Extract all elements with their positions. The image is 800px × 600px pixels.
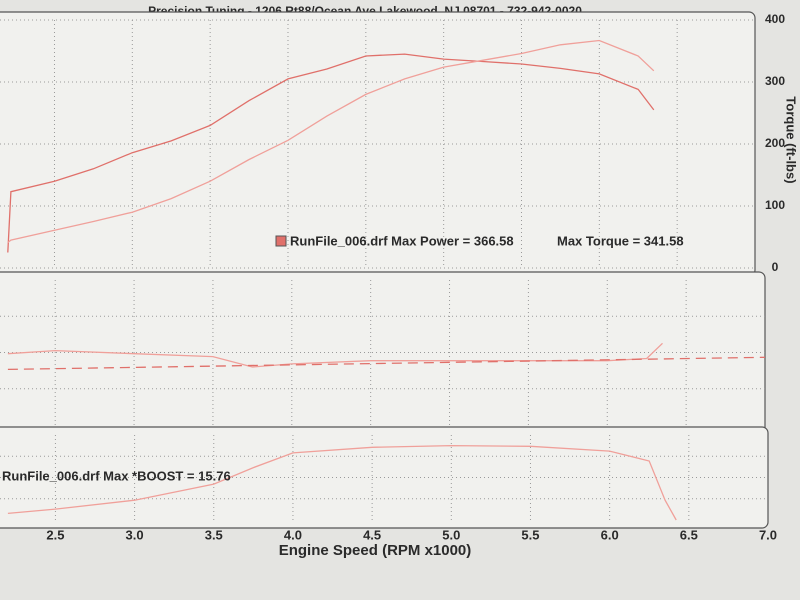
legend-text: RunFile_006.drf Max *BOOST = 15.76 — [2, 468, 231, 483]
x-axis-title: Engine Speed (RPM x1000) — [279, 542, 472, 559]
y-tick-label: 200 — [765, 136, 785, 150]
y-tick-label: 300 — [765, 74, 785, 88]
y-tick-label: 0 — [772, 260, 779, 274]
y-tick-label: 400 — [765, 12, 785, 26]
x-tick-label: 5.0 — [442, 527, 460, 542]
series-line — [7, 444, 677, 521]
x-tick-label: 3.0 — [126, 527, 144, 542]
series-line — [7, 39, 655, 244]
y-tick-label: 100 — [765, 198, 785, 212]
x-tick-label: 7.0 — [759, 527, 777, 542]
x-tick-label: 2.5 — [46, 527, 64, 542]
legend-swatch — [275, 235, 287, 247]
x-tick-label: 3.5 — [205, 527, 223, 542]
x-tick-label: 5.5 — [521, 527, 539, 542]
series-line — [7, 53, 655, 253]
annotation: Max Torque = 341.58 — [557, 233, 684, 248]
series-line — [7, 342, 663, 368]
legend-text: RunFile_006.drf Max Power = 366.58 — [290, 233, 514, 248]
x-tick-label: 6.0 — [601, 527, 619, 542]
y-axis-title: Torque (ft-lbs) — [784, 96, 799, 183]
x-tick-label: 4.5 — [363, 527, 381, 542]
x-tick-label: 6.5 — [680, 527, 698, 542]
series-line — [7, 356, 766, 371]
x-tick-label: 4.0 — [284, 527, 302, 542]
panel — [0, 426, 769, 529]
